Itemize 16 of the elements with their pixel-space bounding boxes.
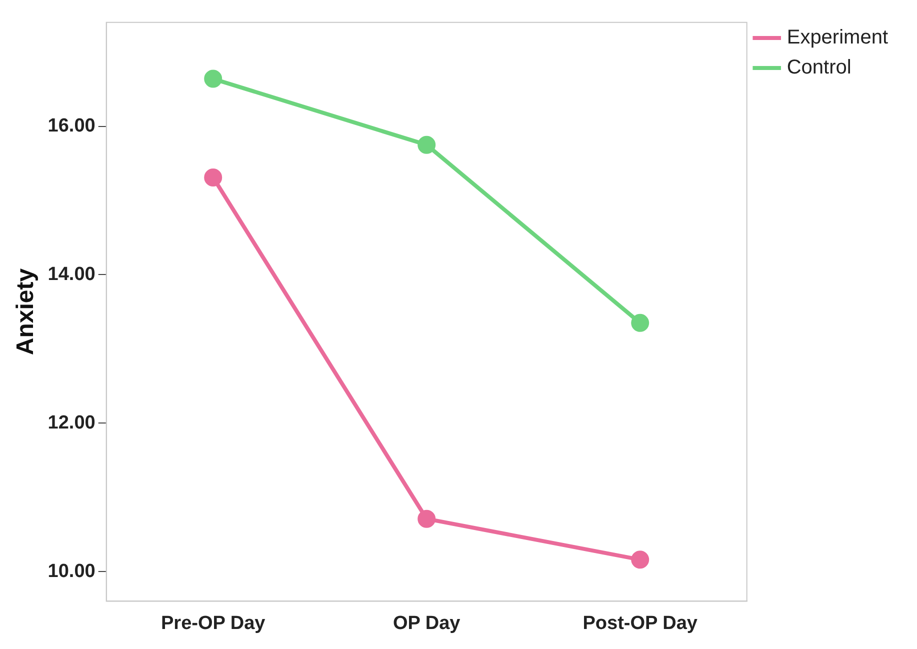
- point: [631, 314, 650, 332]
- y-tick-label: 14.00: [48, 264, 96, 285]
- point: [204, 168, 222, 186]
- point: [418, 510, 436, 528]
- y-tick-label: 12.00: [48, 412, 96, 434]
- x-tick-label: Pre-OP Day: [160, 612, 266, 634]
- y-tick-label: 16.00: [48, 116, 96, 137]
- x-tick-label: OP Day: [392, 612, 461, 634]
- x-tick-label: Post-OP Day: [582, 612, 698, 634]
- point: [418, 136, 436, 154]
- y-tick-label: 10.00: [48, 560, 96, 582]
- legend-label: Experiment: [786, 26, 888, 49]
- y-axis-title: Anxiety: [12, 268, 40, 356]
- legend-label: Control: [786, 56, 852, 79]
- point: [204, 70, 222, 88]
- point: [631, 550, 650, 569]
